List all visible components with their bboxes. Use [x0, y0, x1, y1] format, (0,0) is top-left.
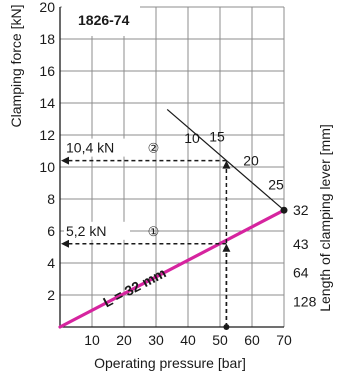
- reading-arrow-left: [61, 239, 69, 248]
- lever-length-labels: 32 43 64 128: [293, 202, 317, 309]
- axes: [59, 7, 284, 328]
- grid-lines: [60, 6, 285, 327]
- x-tick-label: 70: [276, 332, 292, 348]
- reading-marker: ②: [148, 141, 160, 156]
- reading-arrow-up: [222, 160, 231, 169]
- reading-label-bg: [64, 138, 130, 157]
- y-tick-label: 14: [39, 95, 55, 111]
- x-tick-label: 10: [84, 332, 100, 348]
- y-tick-label: 12: [39, 127, 55, 143]
- x-tick-label: 60: [244, 332, 260, 348]
- reading-label-bg: [64, 221, 130, 240]
- y-tick-label: 8: [47, 191, 55, 207]
- reading-marker: ①: [148, 224, 160, 239]
- reading-value-label: 5,2 kN: [66, 223, 106, 239]
- y-tick-label: 16: [39, 63, 55, 79]
- pressure-reading-dot: [223, 324, 230, 330]
- max-pressure-point-label: 25: [268, 176, 284, 192]
- tick-labels: 10 20 30 40 50 60 70 2 4 6 8 10 12 14 16 18 20: [39, 0, 292, 348]
- x-tick-label: 30: [148, 332, 164, 348]
- y-axis-title: Clamping force [kN]: [8, 5, 24, 128]
- max-pressure-point-label: 15: [209, 128, 225, 144]
- reading-arrow-up: [222, 243, 231, 252]
- x-tick-label: 50: [212, 332, 228, 348]
- x-axis-title: Operating pressure [bar]: [94, 355, 246, 371]
- model-label-box: [62, 6, 140, 36]
- y-tick-label: 10: [39, 159, 55, 175]
- reading-value-label: 10,4 kN: [66, 140, 114, 156]
- y-tick-label: 2: [47, 287, 55, 303]
- x-tick-label: 20: [116, 332, 132, 348]
- y-tick-label: 6: [47, 223, 55, 239]
- lever-length-label: 32: [293, 202, 309, 218]
- chart-title: 1826-74: [78, 12, 130, 28]
- x-tick-label: 40: [180, 332, 196, 348]
- max-pressure-line: [166, 108, 285, 211]
- lever-length-label: 128: [293, 293, 317, 309]
- lever-length-label: 64: [293, 265, 309, 281]
- series-line: [58, 208, 286, 329]
- y-tick-label: 20: [39, 0, 55, 15]
- annotations: 10 15 20 25 10,4 kN ② 5,2 kN ①: [61, 128, 284, 330]
- max-pressure-point-label: 10: [184, 130, 200, 146]
- series-name-label: L = 32 mm: [100, 264, 168, 310]
- lever-length-label: 43: [293, 236, 309, 252]
- y-tick-label: 18: [39, 31, 55, 47]
- right-axis-title: Length of clamping lever [mm]: [317, 124, 333, 312]
- reading-arrow-left: [61, 156, 69, 165]
- y-tick-label: 4: [47, 255, 55, 271]
- series-end-dot: [280, 206, 288, 214]
- max-pressure-point-label: 20: [243, 152, 259, 168]
